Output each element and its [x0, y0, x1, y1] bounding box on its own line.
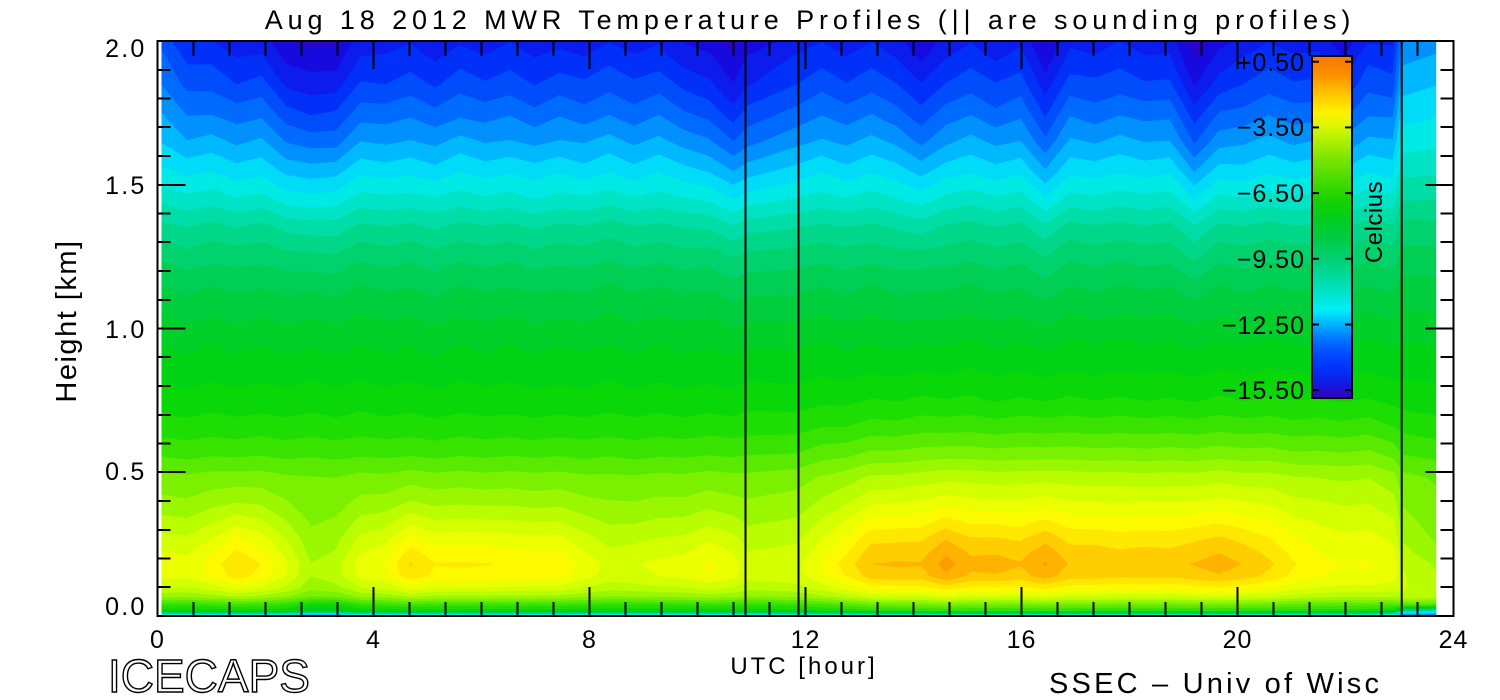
svg-text:−6.50: −6.50	[1237, 180, 1305, 208]
svg-text:SSEC – Univ of Wisc: SSEC – Univ of Wisc	[1049, 668, 1382, 700]
svg-text:2.0: 2.0	[105, 35, 146, 63]
svg-text:−3.50: −3.50	[1237, 114, 1305, 142]
svg-text:UTC [hour]: UTC [hour]	[730, 653, 877, 680]
svg-text:1.5: 1.5	[105, 172, 146, 200]
svg-text:8: 8	[582, 626, 597, 654]
svg-text:0.5: 0.5	[105, 458, 146, 486]
svg-text:Celcius: Celcius	[1361, 181, 1388, 263]
svg-text:−9.50: −9.50	[1237, 246, 1305, 274]
svg-text:−15.50: −15.50	[1222, 377, 1305, 405]
svg-text:ICECAPS: ICECAPS	[108, 650, 310, 700]
svg-text:0.0: 0.0	[105, 593, 146, 621]
svg-text:+0.50: +0.50	[1237, 49, 1305, 77]
svg-text:24: 24	[1439, 626, 1469, 654]
svg-text:12: 12	[791, 626, 821, 654]
svg-text:Aug 18 2012 MWR Temperature Pr: Aug 18 2012 MWR Temperature Profiles (||…	[265, 5, 1356, 35]
svg-text:20: 20	[1223, 626, 1253, 654]
svg-text:4: 4	[366, 626, 381, 654]
svg-text:−12.50: −12.50	[1222, 312, 1305, 340]
svg-text:0: 0	[150, 626, 165, 654]
svg-text:1.0: 1.0	[105, 316, 146, 344]
svg-text:Height [km]: Height [km]	[51, 239, 83, 402]
svg-text:16: 16	[1007, 626, 1037, 654]
